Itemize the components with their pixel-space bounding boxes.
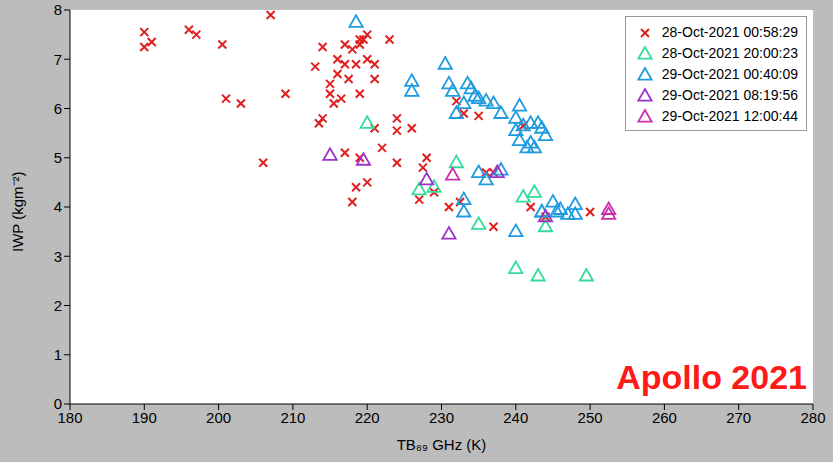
svg-text:250: 250 (578, 409, 603, 426)
svg-text:0: 0 (54, 395, 62, 412)
svg-text:8: 8 (54, 1, 62, 18)
svg-text:270: 270 (726, 409, 751, 426)
svg-text:3: 3 (54, 248, 62, 265)
svg-text:280: 280 (800, 409, 825, 426)
svg-text:260: 260 (652, 409, 677, 426)
svg-text:4: 4 (54, 198, 62, 215)
svg-text:190: 190 (132, 409, 157, 426)
svg-text:210: 210 (280, 409, 305, 426)
html-text:28-Oct-2021 00:58:29: 28-Oct-2021 00:58:29 (661, 23, 798, 40)
svg-text:220: 220 (355, 409, 380, 426)
svg-text:200: 200 (206, 409, 231, 426)
svg-text:2: 2 (54, 297, 62, 314)
html-text:29-Oct-2021 12:00:44: 29-Oct-2021 12:00:44 (661, 107, 798, 124)
html-text:29-Oct-2021 00:40:09: 29-Oct-2021 00:40:09 (661, 65, 798, 82)
html-text:29-Oct-2021 08:19:56: 29-Oct-2021 08:19:56 (661, 86, 798, 103)
svg-text:1: 1 (54, 346, 62, 363)
svg-text:TB₈₉ GHz (K): TB₈₉ GHz (K) (397, 436, 487, 453)
html-text:28-Oct-2021 20:00:23: 28-Oct-2021 20:00:23 (661, 44, 798, 61)
svg-text:6: 6 (54, 100, 62, 117)
svg-text:230: 230 (429, 409, 454, 426)
svg-text:IWP (kgm⁻²): IWP (kgm⁻²) (9, 171, 26, 252)
svg-text:5: 5 (54, 149, 62, 166)
svg-text:240: 240 (503, 409, 528, 426)
svg-text:180: 180 (57, 408, 83, 426)
html-text:Apollo 2021: Apollo 2021 (616, 358, 807, 396)
svg-text:7: 7 (54, 51, 62, 68)
